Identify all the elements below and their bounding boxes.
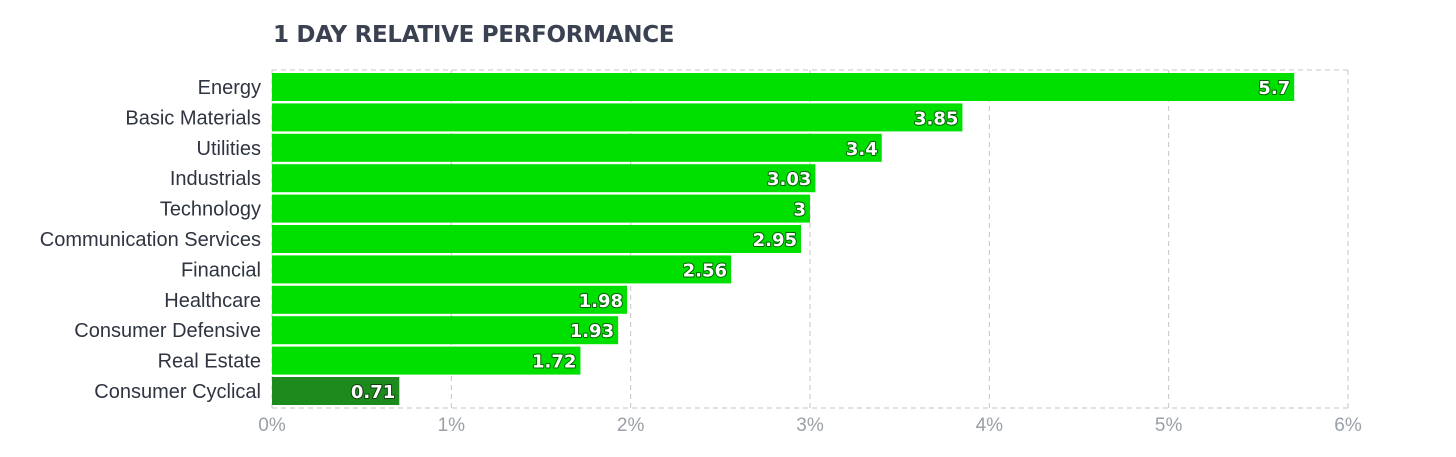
- category-label: Financial: [181, 259, 261, 281]
- category-label: Healthcare: [164, 290, 261, 312]
- x-tick-label: 3%: [796, 415, 824, 436]
- category-label: Basic Materials: [125, 107, 261, 129]
- x-tick-label: 0%: [258, 415, 286, 436]
- bar: [272, 285, 628, 314]
- chart-title: 1 DAY RELATIVE PERFORMANCE: [273, 22, 675, 48]
- x-tick-label: 4%: [976, 415, 1004, 436]
- bars: 5.7 3.85 3.4 3.03 3 2.95 2.56 1.98 1.93 1.72 0.71: [272, 73, 1295, 405]
- bar: [272, 316, 619, 345]
- category-label: Communication Services: [40, 229, 261, 251]
- bar: [272, 377, 400, 405]
- bar: [272, 225, 802, 253]
- x-tick-label: 2%: [617, 415, 645, 436]
- bar-value-label: 2.95: [753, 230, 797, 251]
- x-tick-label: 5%: [1155, 415, 1183, 436]
- x-tick-label: 1%: [438, 415, 466, 436]
- x-tick-label: 6%: [1334, 415, 1362, 436]
- bar: [272, 103, 963, 132]
- bar-value-label: 3: [793, 200, 806, 221]
- bar: [272, 164, 816, 193]
- bar-value-label: 1.72: [532, 352, 576, 373]
- bar-value-label: 0.71: [351, 382, 395, 403]
- category-label: Real Estate: [158, 351, 261, 373]
- bar: [272, 346, 581, 375]
- bar: [272, 255, 732, 284]
- bar: [272, 73, 1295, 101]
- x-axis-tick-labels: 0% 1% 2% 3% 4% 5% 6%: [258, 415, 1362, 436]
- bar-value-label: 2.56: [683, 260, 727, 281]
- category-label: Consumer Cyclical: [94, 381, 261, 403]
- bar-value-label: 1.93: [570, 321, 614, 342]
- category-label: Utilities: [197, 138, 261, 160]
- category-label: Consumer Defensive: [74, 320, 261, 342]
- bar: [272, 133, 882, 162]
- bar-value-label: 1.98: [579, 291, 623, 312]
- category-label: Technology: [160, 199, 261, 221]
- bar-value-label: 3.4: [846, 139, 878, 160]
- bar-value-label: 3.03: [767, 169, 811, 190]
- bar: [272, 194, 810, 223]
- category-label: Energy: [198, 77, 261, 99]
- category-label: Industrials: [170, 168, 261, 190]
- bar-value-label: 3.85: [914, 108, 958, 129]
- bar-value-label: 5.7: [1258, 78, 1290, 99]
- category-labels: Energy Basic Materials Utilities Industrial…: [40, 77, 261, 403]
